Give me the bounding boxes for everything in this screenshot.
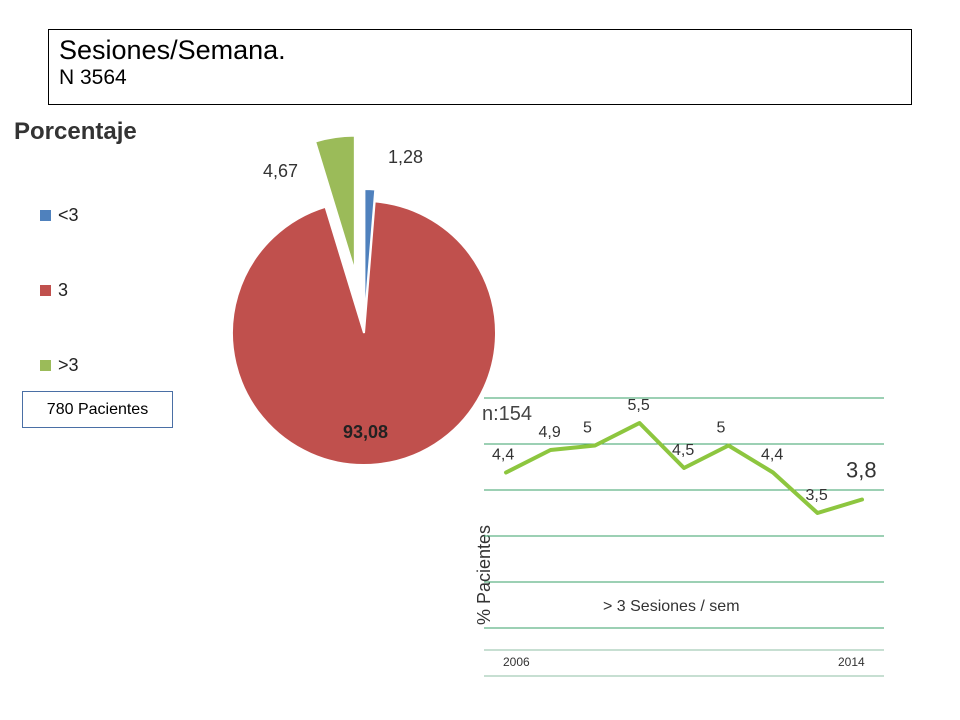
legend-label-lt3: <3	[58, 205, 79, 225]
patients-note: 780 Pacientes	[22, 391, 173, 428]
line-point-label: 4,5	[672, 442, 694, 459]
pie-slice-gt3	[313, 134, 356, 272]
line-point-label: 3,8	[846, 458, 877, 483]
legend-swatch-lt3	[40, 210, 51, 221]
title-box: Sesiones/Semana. N 3564	[48, 29, 912, 105]
line-x-start: 2006	[503, 655, 530, 669]
pie-label-eq3: 93,08	[343, 422, 388, 442]
pie-label-lt3: 1,28	[388, 147, 423, 167]
line-point-label: 4,9	[539, 424, 561, 441]
line-n-label: n:154	[482, 403, 532, 425]
line-point-label: 4,4	[761, 447, 783, 464]
legend-swatch-eq3	[40, 285, 51, 296]
pie-slice-eq3	[231, 200, 497, 466]
line-x-end: 2014	[838, 655, 865, 669]
legend-item-gt3: >3	[40, 355, 79, 376]
legend-item-lt3: <3	[40, 205, 79, 226]
legend-item-eq3: 3	[40, 280, 68, 301]
legend-label-gt3: >3	[58, 355, 79, 375]
line-point-label: 3,5	[806, 487, 828, 504]
pie-label-gt3: 4,67	[263, 161, 298, 181]
line-series	[504, 421, 864, 515]
pie-chart	[231, 134, 497, 466]
slide-title: Sesiones/Semana.	[59, 35, 286, 65]
line-point-label: 5	[717, 420, 726, 437]
line-xlabel: > 3 Sesiones / sem	[603, 598, 740, 615]
line-ylabel: % Pacientes	[474, 525, 494, 625]
line-point-label: 5,5	[628, 397, 650, 414]
slide-subtitle: N 3564	[59, 66, 127, 89]
legend-label-eq3: 3	[58, 280, 69, 300]
line-point-label: 4,4	[492, 447, 514, 464]
legend-swatch-gt3	[40, 360, 51, 371]
line-chart: n:154 % Pacientes > 3 Sesiones / sem 200…	[474, 397, 884, 677]
pie-chart-title: Porcentaje	[14, 118, 137, 145]
line-point-label: 5	[583, 420, 592, 437]
